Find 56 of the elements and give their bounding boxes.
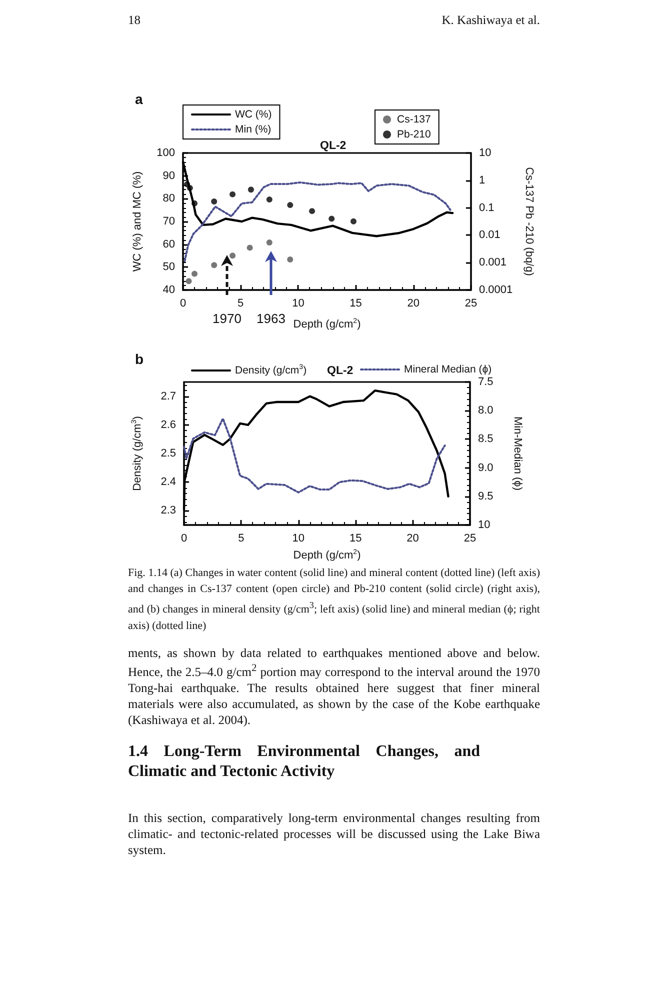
legend-label: WC (%) — [235, 108, 272, 120]
y2-tick-label: 9.0 — [478, 462, 494, 474]
y2-tick-label: 0.1 — [479, 202, 494, 214]
x-tick-label: 15 — [349, 532, 362, 544]
y2-tick-label: 8.5 — [478, 433, 494, 446]
x-tick-label: 0 — [180, 532, 188, 544]
text: 1970 — [212, 311, 242, 326]
y2-tick-label: 9.5 — [478, 490, 494, 502]
y-tick-label: 2.4 — [160, 476, 176, 488]
chart-subtitle: QL-2 — [320, 140, 346, 152]
text: K. Kashiwaya et al. — [442, 13, 540, 27]
x-tick-label: 25 — [464, 532, 476, 544]
x-tick-label: 15 — [350, 298, 362, 310]
y-tick-label: 2.3 — [160, 504, 176, 517]
chart-title: a — [135, 91, 143, 107]
y-tick-label: 70 — [162, 216, 175, 228]
y2-tick-label: 10 — [479, 147, 492, 159]
x-tick-label: 5 — [238, 298, 244, 310]
chart-subtitle: QL-2 — [327, 365, 354, 377]
y2-tick-label: 0.01 — [479, 229, 500, 242]
legend-label: Cs-137 — [397, 114, 432, 126]
y-tick-label: 2.7 — [160, 390, 176, 402]
y-tick-label: 50 — [162, 261, 175, 274]
y-axis-title: WC (%) and MC (%) — [132, 171, 144, 272]
text: 1963 — [256, 311, 286, 326]
text: Fig. 1.14 (a) Changes in water content (solid line) and mineral content (dotted line) (left axis) and changes in Cs-137 content (open circle) and Pb-210 content (solid circle) (right axis), and (b) changes in mineral density (g/cm$^{3}$; left axis) (solid line) and mineral median (ϕ; right axis) (dotted line) — [128, 567, 540, 632]
legend-label: Pb-210 — [397, 128, 432, 140]
x-tick-label: 25 — [464, 298, 478, 310]
text: In this section, comparatively long-term environmental changes resulting from climatic- and tectonic-related processes will be discussed using the Lake Biwa system. — [128, 810, 540, 858]
y-tick-label: 100 — [156, 147, 175, 159]
y-tick-label: 80 — [162, 192, 175, 205]
x-tick-label: 10 — [292, 298, 304, 310]
y-tick-label: 60 — [162, 238, 175, 250]
y-tick-label: 2.6 — [160, 418, 176, 431]
y2-axis-title: Cs-137 Pb -210 (bq/g) — [523, 167, 536, 276]
y2-tick-label: 0.001 — [479, 256, 507, 269]
y2-tick-label: 8.0 — [478, 404, 494, 417]
text: 1.4 Long-Term Environmental Changes, and Climatic and Tectonic Activity — [128, 742, 481, 782]
y-tick-label: 90 — [162, 170, 175, 182]
y2-tick-label: 10 — [478, 519, 490, 531]
x-tick-label: 20 — [407, 298, 420, 310]
x-tick-label: 10 — [292, 532, 305, 544]
y-tick-label: 2.5 — [160, 448, 176, 460]
y2-tick-label: 1 — [479, 174, 486, 186]
x-tick-label: 0 — [180, 298, 186, 310]
y2-tick-label: 7.5 — [478, 376, 494, 388]
x-tick-label: 20 — [406, 532, 419, 544]
y2-tick-label: 0.0001 — [479, 284, 513, 296]
y2-axis-title: Min-Median (ϕ) — [512, 416, 524, 491]
y-tick-label: 40 — [162, 284, 175, 296]
legend-label: Min (%) — [235, 124, 272, 136]
text: 18 — [128, 13, 140, 27]
chart-title: b — [135, 351, 144, 367]
legend-label: Mineral Median (ϕ) — [404, 364, 492, 376]
text: ments, as shown by data related to earthquakes mentioned above and below. Hence, the 2.5–4.0 g/cm$^{2}$ portion may correspond to the interval around the 1970 Tong-hai earthquake. The results obtained here suggest that finer mineral materials were also accumulated, as shown by the case of the Kobe earthquake (Kashiwaya et al. 2004). — [128, 645, 540, 728]
x-tick-label: 5 — [238, 532, 244, 544]
